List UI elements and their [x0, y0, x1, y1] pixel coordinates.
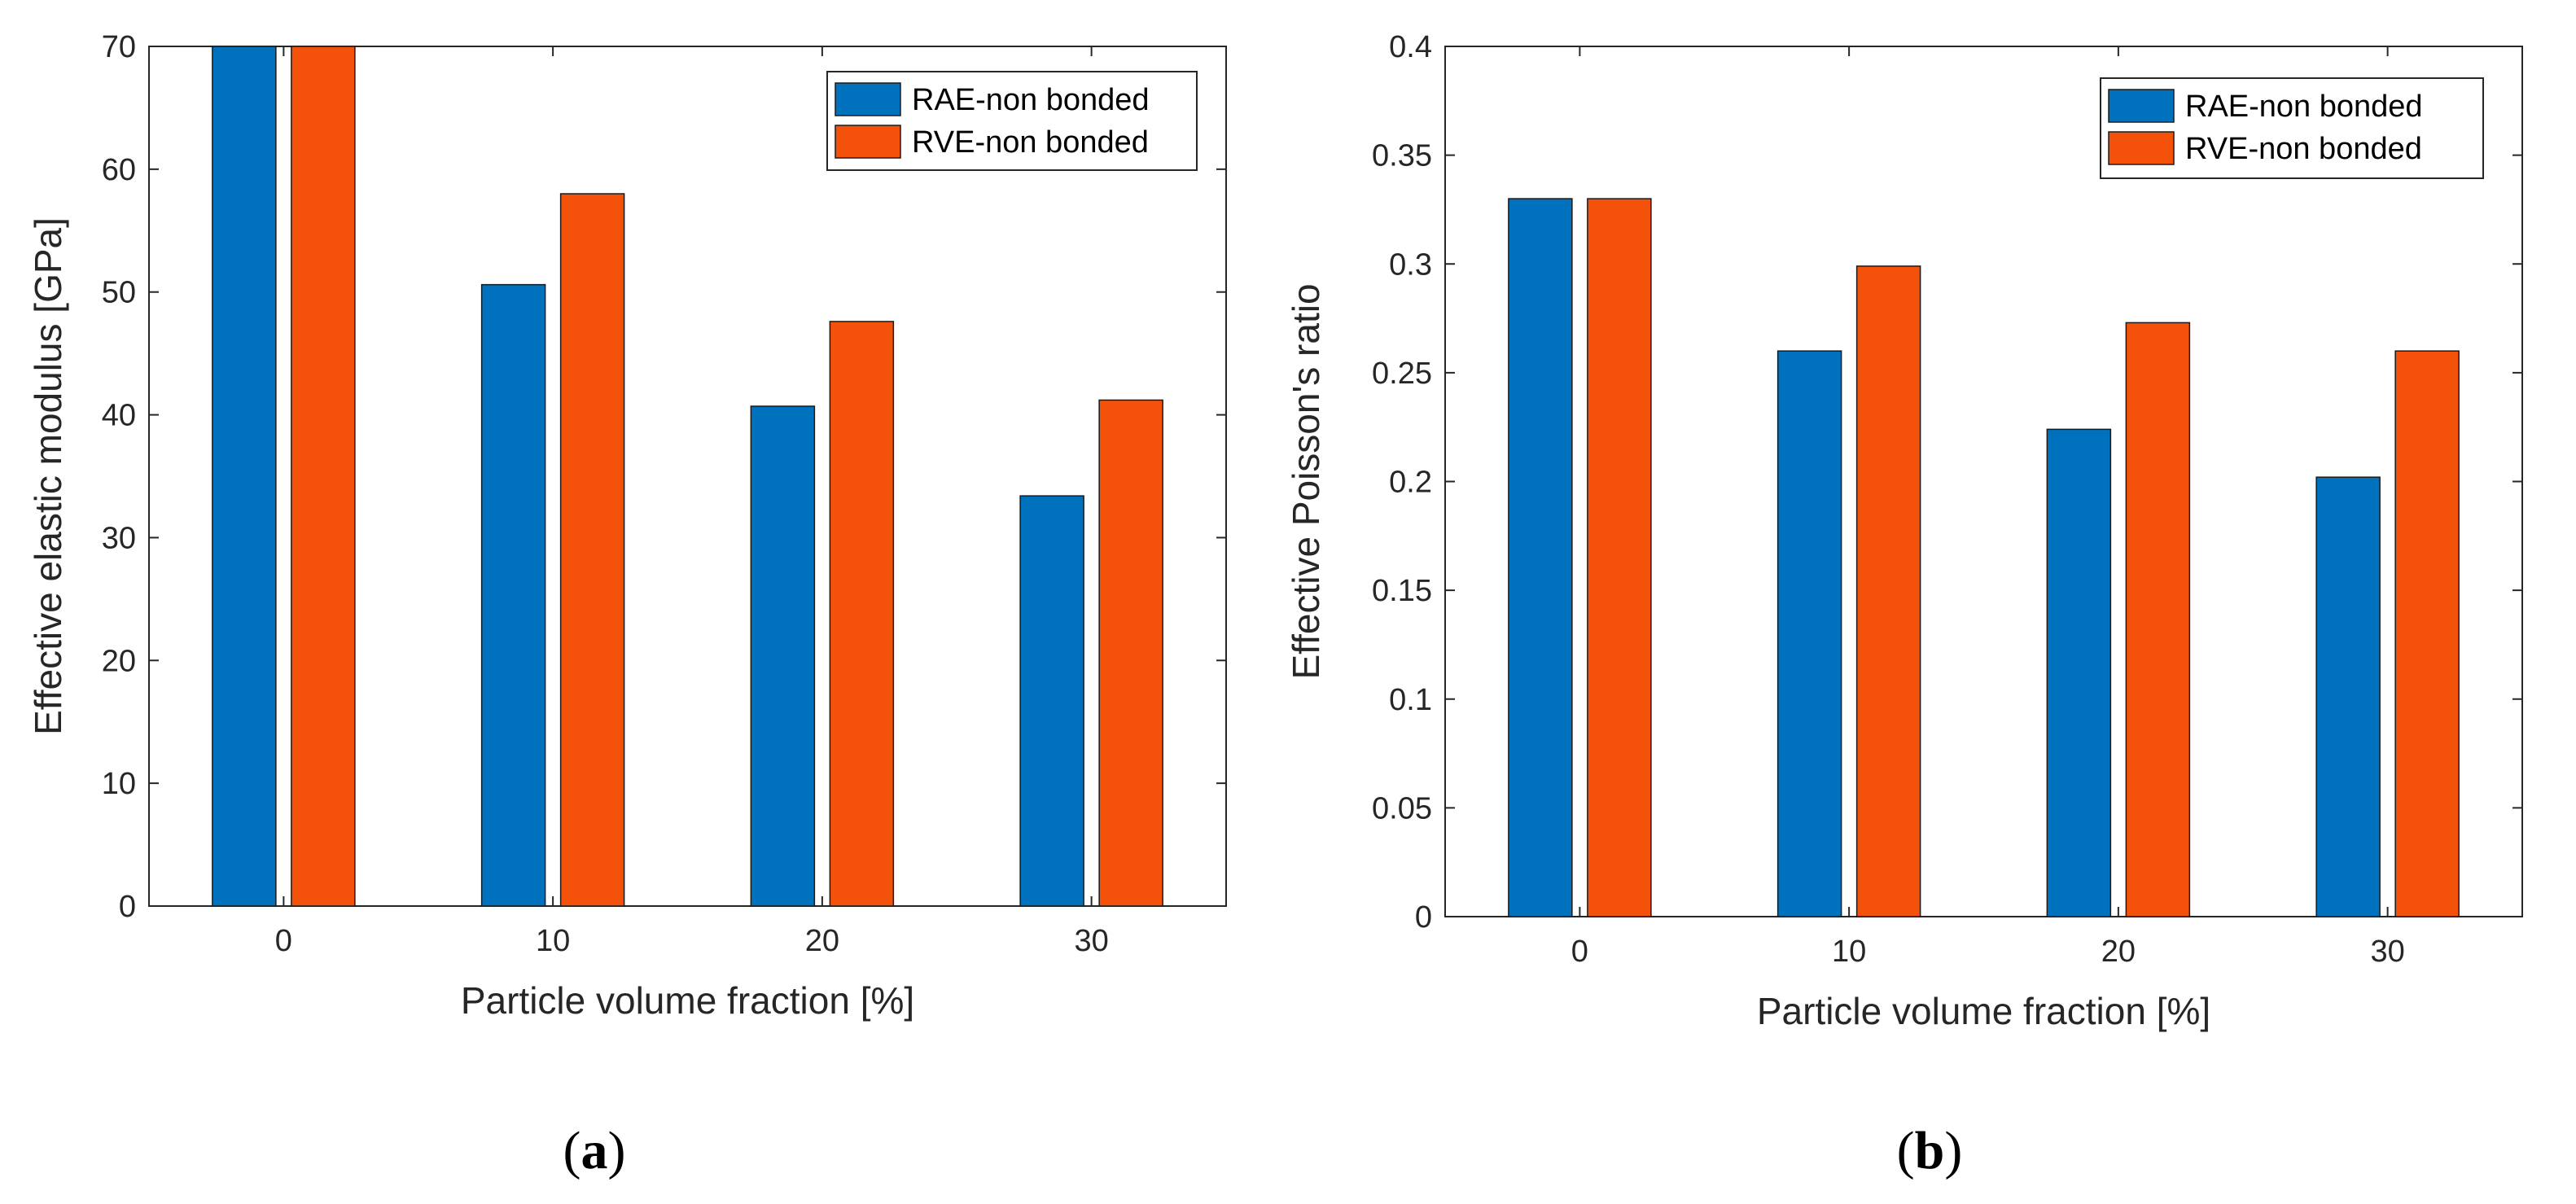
bar-rve-20 [2125, 322, 2191, 917]
legend-swatch-rve [835, 125, 901, 159]
y-tick-label: 40 [102, 399, 136, 433]
y-tick-label: 0.2 [1389, 466, 1432, 500]
bar-rve-0 [1587, 198, 1652, 917]
y-tick-label: 0.1 [1389, 683, 1432, 717]
legend-label-rve: RVE-non bonded [912, 125, 1149, 160]
chart-a: 0 10 20 30 40 50 60 70 0 10 20 30 Particle volume fr… [27, 30, 1227, 1180]
bar-rve-30 [1098, 399, 1163, 907]
legend: RAE-non bonded RVE-non bonded [2100, 77, 2484, 179]
x-tick-label: 30 [2370, 935, 2404, 969]
y-axis-label: Effective elastic modulus [GPa] [27, 217, 69, 735]
bar-rae-30 [1019, 495, 1084, 907]
y-tick-label: 0 [119, 890, 136, 924]
bar-rae-30 [2315, 476, 2381, 917]
x-tick-label: 0 [275, 924, 292, 958]
caption-paren: ) [1944, 1121, 1962, 1180]
legend-label-rae: RAE-non bonded [2185, 90, 2423, 124]
y-tick-label: 70 [102, 30, 136, 64]
caption-letter: a [581, 1121, 608, 1180]
legend-swatch-rae [2108, 89, 2175, 123]
bar-rve-0 [291, 46, 356, 907]
bar-rae-10 [1776, 350, 1842, 917]
bar-rve-20 [829, 321, 895, 907]
x-tick-label: 10 [1832, 935, 1866, 969]
chart-b: 0 0.05 0.1 0.15 0.2 0.25 0.3 0.35 0.4 0 10 20 30 Part… [1285, 30, 2523, 1180]
y-tick-label: 30 [102, 521, 136, 555]
bar-rae-0 [212, 46, 277, 907]
caption: (b) [1897, 1121, 1963, 1180]
y-tick-label: 0.25 [1372, 357, 1432, 391]
y-tick-label: 0.3 [1389, 247, 1432, 282]
bar-rae-10 [480, 283, 546, 907]
y-axis-label: Effective Poisson's ratio [1285, 283, 1327, 679]
y-tick-label: 0.35 [1372, 139, 1432, 173]
caption-letter: b [1915, 1121, 1945, 1180]
caption-paren: ) [608, 1121, 626, 1180]
x-tick-label: 20 [2101, 935, 2136, 969]
y-tick-label: 0 [1415, 900, 1432, 935]
y-tick-label: 0.05 [1372, 791, 1432, 825]
bar-rae-0 [1508, 198, 1573, 917]
legend-label-rae: RAE-non bonded [912, 83, 1150, 117]
y-tick-label: 50 [102, 276, 136, 310]
y-tick-label: 10 [102, 767, 136, 801]
legend-swatch-rae [835, 82, 901, 116]
x-tick-label: 20 [805, 924, 839, 958]
x-tick-label: 30 [1074, 924, 1108, 958]
y-tick-label: 20 [102, 644, 136, 678]
bar-rae-20 [2046, 428, 2112, 917]
legend-label-rve: RVE-non bonded [2185, 132, 2422, 166]
bar-rve-10 [1855, 265, 1921, 917]
bar-rae-20 [750, 405, 816, 907]
x-axis-label: Particle volume fraction [%] [1757, 990, 2210, 1032]
caption: (a) [563, 1121, 626, 1180]
legend: RAE-non bonded RVE-non bonded [826, 71, 1198, 171]
y-tick-label: 0.15 [1372, 574, 1432, 608]
plot-area [148, 46, 1227, 907]
bar-rve-10 [559, 193, 625, 907]
legend-swatch-rve [2108, 131, 2175, 165]
caption-paren: ( [1897, 1121, 1915, 1180]
y-tick-label: 0.4 [1389, 30, 1432, 64]
caption-paren: ( [563, 1121, 581, 1180]
x-tick-label: 10 [536, 924, 570, 958]
y-tick-label: 60 [102, 153, 136, 187]
x-axis-label: Particle volume fraction [%] [461, 979, 914, 1022]
x-tick-label: 0 [1571, 935, 1588, 969]
bar-rve-30 [2394, 350, 2460, 917]
